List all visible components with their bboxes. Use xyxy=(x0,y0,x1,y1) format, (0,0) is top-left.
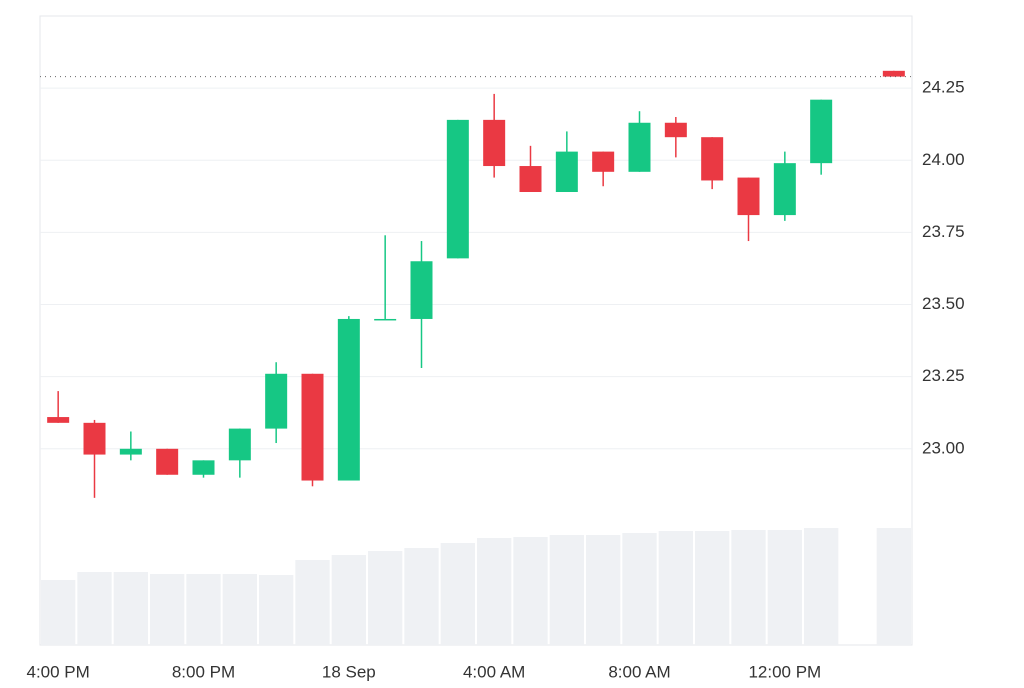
volume-bar xyxy=(77,572,112,645)
x-tick-label: 8:00 AM xyxy=(608,662,670,681)
candle-body xyxy=(664,122,687,138)
candle-body xyxy=(265,373,288,429)
volume-bar xyxy=(549,535,584,645)
y-tick-label: 23.75 xyxy=(922,222,965,241)
candle-body xyxy=(83,422,106,455)
candle-body xyxy=(374,318,397,321)
candle-body xyxy=(446,119,469,259)
volume-bar xyxy=(222,574,257,645)
volume-bar xyxy=(731,530,766,645)
x-tick-label: 4:00 PM xyxy=(27,662,90,681)
y-tick-label: 23.00 xyxy=(922,438,965,457)
x-tick-label: 4:00 AM xyxy=(463,662,525,681)
volume-bar xyxy=(876,528,911,645)
y-tick-label: 23.50 xyxy=(922,294,965,313)
candle-body xyxy=(810,99,833,164)
candle-body xyxy=(773,163,796,216)
candle-body xyxy=(47,417,70,423)
x-tick-label: 18 Sep xyxy=(322,662,376,681)
volume-bar xyxy=(186,574,221,645)
candle-body xyxy=(882,70,905,77)
candle-body xyxy=(737,177,760,216)
volume-bar xyxy=(259,575,294,645)
volume-bar xyxy=(113,572,148,645)
candle-body xyxy=(628,122,651,172)
candle-body xyxy=(483,119,506,167)
volume-bar xyxy=(586,535,621,645)
volume-bar xyxy=(658,531,693,645)
y-tick-label: 24.25 xyxy=(922,78,965,97)
candle-body xyxy=(337,318,360,481)
volume-bar xyxy=(368,551,403,645)
candle-body xyxy=(555,151,578,193)
volume-bar xyxy=(295,560,330,645)
x-tick-label: 8:00 PM xyxy=(172,662,235,681)
plot-frame xyxy=(39,15,913,646)
volume-bar xyxy=(622,533,657,645)
candle-body xyxy=(519,166,542,193)
candle-body xyxy=(410,261,433,319)
candle-body xyxy=(228,428,251,461)
candle-body xyxy=(592,151,615,172)
volume-bar xyxy=(767,530,802,645)
candle-body xyxy=(156,448,179,475)
candle-body xyxy=(701,137,724,181)
y-tick-label: 24.00 xyxy=(922,150,965,169)
candle-body xyxy=(119,448,142,455)
volume-bar xyxy=(440,543,475,645)
x-tick-label: 12:00 PM xyxy=(748,662,821,681)
volume-bar xyxy=(331,555,366,645)
volume-bar xyxy=(404,548,439,645)
volume-bar xyxy=(695,531,730,645)
candle-body xyxy=(192,460,215,475)
candle-body xyxy=(301,373,324,481)
volume-bar xyxy=(804,528,839,645)
volume-bar xyxy=(41,580,76,645)
volume-bar xyxy=(477,538,512,645)
volume-bar xyxy=(150,574,185,645)
volume-bar xyxy=(513,537,548,645)
y-tick-label: 23.25 xyxy=(922,366,965,385)
